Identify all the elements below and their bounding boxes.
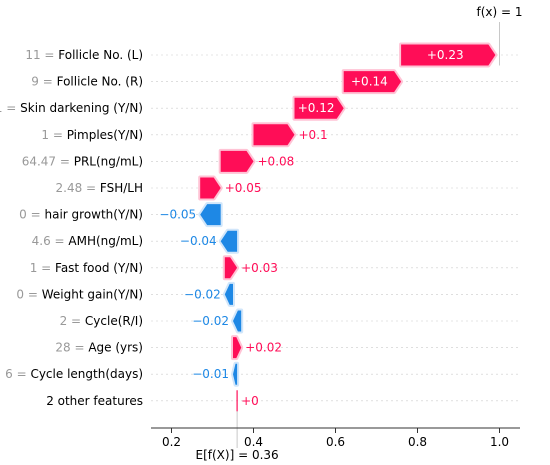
feature-value: 6 = — [5, 367, 30, 381]
feature-label: 6 = Cycle length(days) — [5, 367, 143, 381]
feature-name: hair growth(Y/N) — [44, 208, 143, 222]
feature-value: 9 = — [31, 75, 56, 89]
feature-name: Cycle length(days) — [30, 367, 143, 381]
bar-value-label: +0.05 — [225, 181, 262, 195]
bar-8: −0.04 — [180, 228, 240, 254]
feature-name: Cycle(R/I) — [85, 314, 143, 328]
feature-label: 1 = Skin darkening (Y/N) — [0, 101, 143, 115]
bar-value-label: −0.02 — [192, 314, 229, 328]
bar-11: −0.02 — [192, 308, 244, 334]
feature-name: Pimples(Y/N) — [67, 128, 143, 142]
feature-label: 2.48 = FSH/LH — [56, 181, 144, 195]
feature-name: Weight gain(Y/N) — [42, 287, 143, 301]
feature-name: PRL(ng/mL) — [74, 154, 143, 168]
feature-value: 1 = — [0, 101, 20, 115]
bar-value-label: −0.01 — [192, 367, 229, 381]
feature-name: FSH/LH — [100, 181, 143, 195]
bar-mark — [200, 177, 221, 199]
base-value-label: E[f(X)] = 0.36 — [196, 448, 279, 462]
feature-label: 28 = Age (yrs) — [55, 341, 143, 355]
feature-value: 4.6 = — [32, 234, 69, 248]
contribution-bars: +0.23 +0.14 +0.12 +0.1 +0.08 +0.05 −0.05 −0.04 +… — [159, 42, 498, 412]
bar-value-label: +0.1 — [299, 128, 328, 142]
feature-label: 11 = Follicle No. (L) — [25, 48, 143, 62]
feature-value: 28 = — [55, 341, 88, 355]
feature-name: Follicle No. (R) — [57, 75, 143, 89]
bar-9: +0.03 — [222, 255, 278, 281]
bar-value-label: −0.04 — [180, 234, 217, 248]
bar-value-label: +0.02 — [245, 341, 282, 355]
feature-labels: 11 = Follicle No. (L)9 = Follicle No. (R… — [0, 48, 143, 408]
bar-mark — [233, 337, 242, 359]
feature-label: 0 = Weight gain(Y/N) — [16, 287, 143, 301]
x-axis: 0.2 0.4 0.6 0.8 1.0 — [151, 427, 520, 449]
bar-mark — [233, 363, 238, 385]
bar-value-label: +0.12 — [298, 101, 335, 115]
bar-mark — [233, 310, 242, 332]
feature-label: 2 = Cycle(R/I) — [60, 314, 143, 328]
bar-value-label: +0 — [241, 394, 259, 408]
bar-4: +0.1 — [251, 122, 328, 148]
bar-mark — [401, 44, 496, 66]
bar-mark — [200, 204, 221, 226]
bar-2: +0.14 — [341, 69, 404, 95]
bar-14: +0 — [236, 390, 259, 412]
feature-value: 0 = — [16, 287, 41, 301]
bar-mark — [220, 150, 254, 172]
bar-3: +0.12 — [292, 95, 346, 121]
feature-name: Age (yrs) — [88, 341, 143, 355]
feature-name: Follicle No. (L) — [58, 48, 143, 62]
bar-value-label: −0.02 — [184, 287, 221, 301]
bar-value-label: +0.23 — [427, 48, 464, 62]
bar-value-label: +0.08 — [258, 154, 295, 168]
bar-5: +0.08 — [218, 148, 295, 174]
bar-10: −0.02 — [184, 281, 235, 307]
x-tick-label: 0.6 — [326, 435, 345, 449]
feature-value: 0 = — [19, 208, 44, 222]
feature-value: 11 = — [25, 48, 58, 62]
bar-mark — [294, 97, 344, 119]
x-tick-label: 0.8 — [408, 435, 427, 449]
bar-1: +0.23 — [399, 42, 498, 68]
feature-name: AMH(ng/mL) — [68, 234, 143, 248]
bar-6: +0.05 — [198, 175, 262, 201]
feature-value: 64.47 = — [22, 154, 74, 168]
feature-value: 2 = — [60, 314, 85, 328]
feature-label: 0 = hair growth(Y/N) — [19, 208, 143, 222]
bar-mark — [224, 283, 233, 305]
bar-12: +0.02 — [231, 335, 282, 361]
bar-value-label: +0.14 — [351, 75, 388, 89]
x-tick-label: 0.4 — [244, 435, 263, 449]
output-value-label: f(x) = 1 — [476, 5, 522, 19]
feature-label: 4.6 = AMH(ng/mL) — [32, 234, 143, 248]
bar-value-label: −0.05 — [159, 208, 196, 222]
feature-label: 9 = Follicle No. (R) — [31, 75, 143, 89]
bar-mark — [224, 257, 238, 279]
feature-label: 64.47 = PRL(ng/mL) — [22, 154, 143, 168]
feature-name: Skin darkening (Y/N) — [20, 101, 143, 115]
bar-mark — [253, 124, 295, 146]
feature-value: 1 = — [41, 128, 66, 142]
feature-label: 1 = Fast food (Y/N) — [30, 261, 143, 275]
feature-value: 2.48 = — [56, 181, 100, 195]
feature-value: 1 = — [30, 261, 55, 275]
bar-13: −0.01 — [192, 361, 240, 387]
bar-mark — [220, 230, 238, 252]
feature-label: 1 = Pimples(Y/N) — [41, 128, 143, 142]
feature-label: 2 other features — [46, 394, 143, 408]
bar-mark — [343, 71, 402, 93]
x-tick-label: 1.0 — [490, 435, 509, 449]
x-tick-label: 0.2 — [162, 435, 181, 449]
feature-name: 2 other features — [46, 394, 143, 408]
bar-7: −0.05 — [159, 202, 223, 228]
feature-name: Fast food (Y/N) — [55, 261, 143, 275]
bar-value-label: +0.03 — [241, 261, 278, 275]
